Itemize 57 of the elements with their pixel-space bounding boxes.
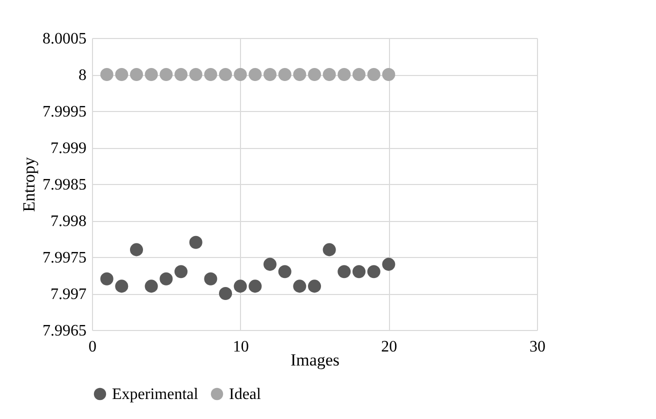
legend-label: Ideal <box>229 386 262 403</box>
point <box>367 265 380 278</box>
y-tick-label: 7.9965 <box>42 322 86 340</box>
point <box>322 68 336 82</box>
point <box>218 286 232 300</box>
point <box>160 272 173 286</box>
point <box>263 68 277 82</box>
point <box>189 236 202 249</box>
point <box>218 68 232 82</box>
x-tick-label: 0 <box>88 338 96 356</box>
y-tick-label: 7.9975 <box>42 250 86 266</box>
point <box>234 280 247 293</box>
point <box>204 272 218 286</box>
y-tick-label: 8 <box>78 67 86 84</box>
y-tick-label: 7.9995 <box>42 104 86 120</box>
point <box>115 280 128 293</box>
point <box>144 68 158 82</box>
x-tick-label: 20 <box>381 338 398 356</box>
point <box>293 280 306 293</box>
point <box>248 280 262 293</box>
y-axis-title: Entropy <box>20 156 38 212</box>
point <box>352 68 366 82</box>
y-tick-label: 7.9985 <box>42 176 86 194</box>
point <box>160 68 173 82</box>
legend-label: Experimental <box>112 386 199 403</box>
point <box>144 280 158 293</box>
point <box>100 272 114 286</box>
point <box>204 68 218 82</box>
point <box>308 68 322 82</box>
point <box>100 68 114 82</box>
point <box>382 68 396 82</box>
point <box>174 265 188 278</box>
point <box>115 68 128 82</box>
point <box>352 265 366 278</box>
point <box>293 68 306 82</box>
point <box>189 68 202 82</box>
y-tick-label: 7.999 <box>50 140 86 157</box>
x-tick-label: 30 <box>530 338 546 356</box>
point <box>278 265 292 278</box>
point <box>234 68 247 82</box>
point <box>367 68 380 82</box>
x-tick-label: 10 <box>232 338 249 356</box>
point <box>248 68 262 82</box>
point <box>308 280 322 293</box>
point <box>263 258 277 271</box>
x-axis-title: Images <box>290 350 340 370</box>
y-tick-label: 7.997 <box>50 286 86 303</box>
point <box>338 265 351 278</box>
point <box>382 258 396 271</box>
y-tick-label: 7.998 <box>50 213 86 230</box>
y-tick-label: 8.0005 <box>42 30 86 48</box>
point <box>338 68 351 82</box>
point <box>174 68 188 82</box>
point <box>130 68 144 82</box>
point <box>278 68 292 82</box>
point <box>130 243 144 256</box>
point <box>322 243 336 256</box>
